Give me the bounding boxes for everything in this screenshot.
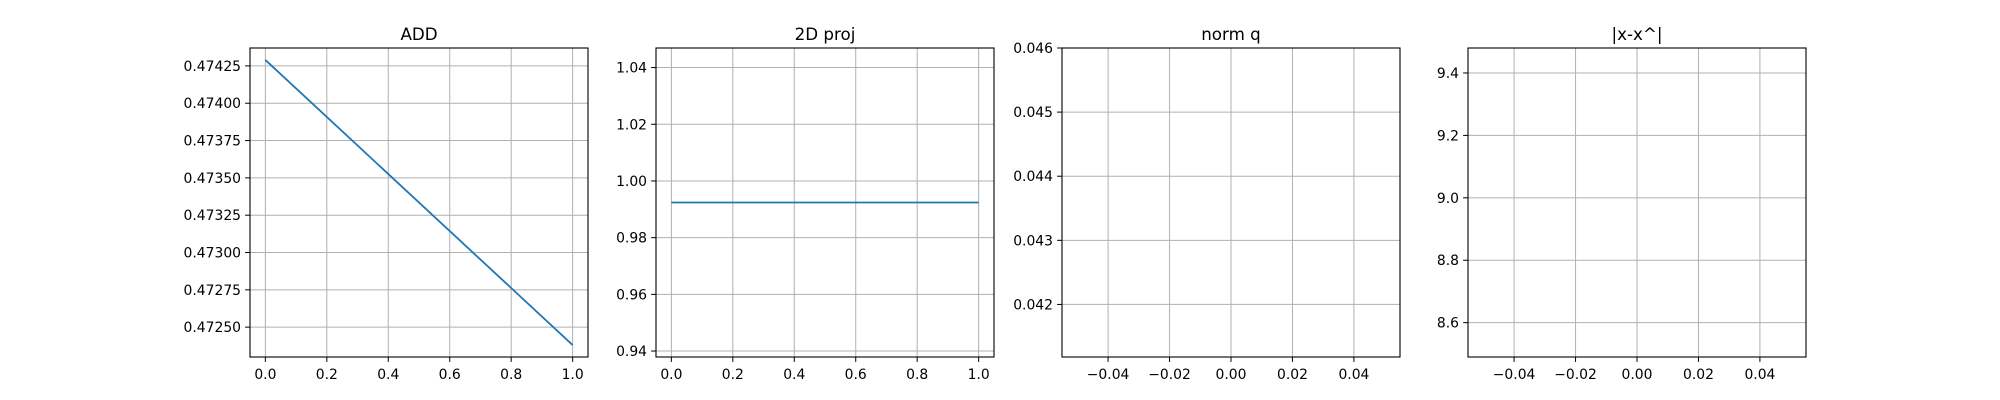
x-tick-label: 0.4 <box>783 367 805 383</box>
x-tick-label: 0.04 <box>1338 367 1369 383</box>
x-tick-label: 0.6 <box>845 367 867 383</box>
y-tick-label: 0.044 <box>1013 169 1053 185</box>
y-tick-label: 1.02 <box>616 117 647 133</box>
subplot-1: 0.0 0.2 0.4 0.6 0.8 1.0 0.94 0.96 0.98 1.00 1.02 1.… <box>616 24 995 383</box>
x-tick-label: 0.6 <box>439 367 461 383</box>
axes-frame <box>655 47 995 358</box>
y-tick-label: 0.47400 <box>184 96 241 112</box>
y-tick-label: 0.47325 <box>184 208 241 224</box>
x-tick-label: 1.0 <box>968 367 990 383</box>
y-tick-label: 8.6 <box>1437 316 1459 332</box>
x-tick-label: 0.00 <box>1216 367 1247 383</box>
x-tick-label: 0.0 <box>660 367 682 383</box>
subplot-3: −0.04 −0.02 0.00 0.02 0.04 8.6 8.8 9.0 9.2 9.4 |x-… <box>1437 24 1807 383</box>
y-tick-label: 9.2 <box>1437 128 1459 144</box>
x-tick-label: −0.02 <box>1554 367 1597 383</box>
y-tick-label: 0.043 <box>1013 233 1053 249</box>
x-tick-label: 0.8 <box>500 367 522 383</box>
axes-frame <box>249 47 589 358</box>
y-tick-label: 0.042 <box>1013 297 1053 313</box>
x-tick-label: 0.02 <box>1683 367 1714 383</box>
chart-title: |x-x^| <box>1612 24 1663 44</box>
x-tick-label: 0.0 <box>254 367 276 383</box>
y-tick-label: 0.47375 <box>184 134 241 150</box>
x-tick-label: 1.0 <box>562 367 584 383</box>
x-tick-label: 0.4 <box>377 367 399 383</box>
chart-title: 2D proj <box>795 24 856 44</box>
y-tick-label: 0.47275 <box>184 283 241 299</box>
y-tick-label: 0.47300 <box>184 246 241 262</box>
x-tick-label: 0.8 <box>906 367 928 383</box>
x-tick-label: 0.02 <box>1277 367 1308 383</box>
y-tick-label: 8.8 <box>1437 253 1459 269</box>
subplot-0: 0.0 0.2 0.4 0.6 0.8 1.0 0.47250 0.47275 0.47300 0… <box>184 24 589 383</box>
series-line-0 <box>264 59 574 346</box>
y-tick-label: 0.47350 <box>184 171 241 187</box>
x-tick-label: 0.2 <box>316 367 338 383</box>
y-tick-label: 0.98 <box>616 231 647 247</box>
y-tick-label: 9.0 <box>1437 191 1459 207</box>
y-tick-label: 0.94 <box>616 344 647 360</box>
y-tick-label: 0.47425 <box>184 59 241 75</box>
y-tick-label: 1.00 <box>616 174 647 190</box>
x-tick-label: −0.04 <box>1493 367 1536 383</box>
y-tick-label: 0.045 <box>1013 105 1053 121</box>
chart-title: norm q <box>1201 24 1261 44</box>
x-tick-label: −0.04 <box>1087 367 1130 383</box>
chart-title: ADD <box>400 24 437 44</box>
x-tick-label: 0.04 <box>1744 367 1775 383</box>
x-tick-label: 0.00 <box>1622 367 1653 383</box>
subplot-2: −0.04 −0.02 0.00 0.02 0.04 0.042 0.043 0.044 0.0… <box>1013 24 1401 383</box>
x-tick-label: 0.2 <box>722 367 744 383</box>
y-tick-label: 0.47250 <box>184 320 241 336</box>
x-tick-label: −0.02 <box>1148 367 1191 383</box>
y-tick-label: 1.04 <box>616 61 647 77</box>
y-tick-label: 0.96 <box>616 287 647 303</box>
y-tick-label: 9.4 <box>1437 66 1459 82</box>
y-tick-label: 0.046 <box>1013 41 1053 57</box>
